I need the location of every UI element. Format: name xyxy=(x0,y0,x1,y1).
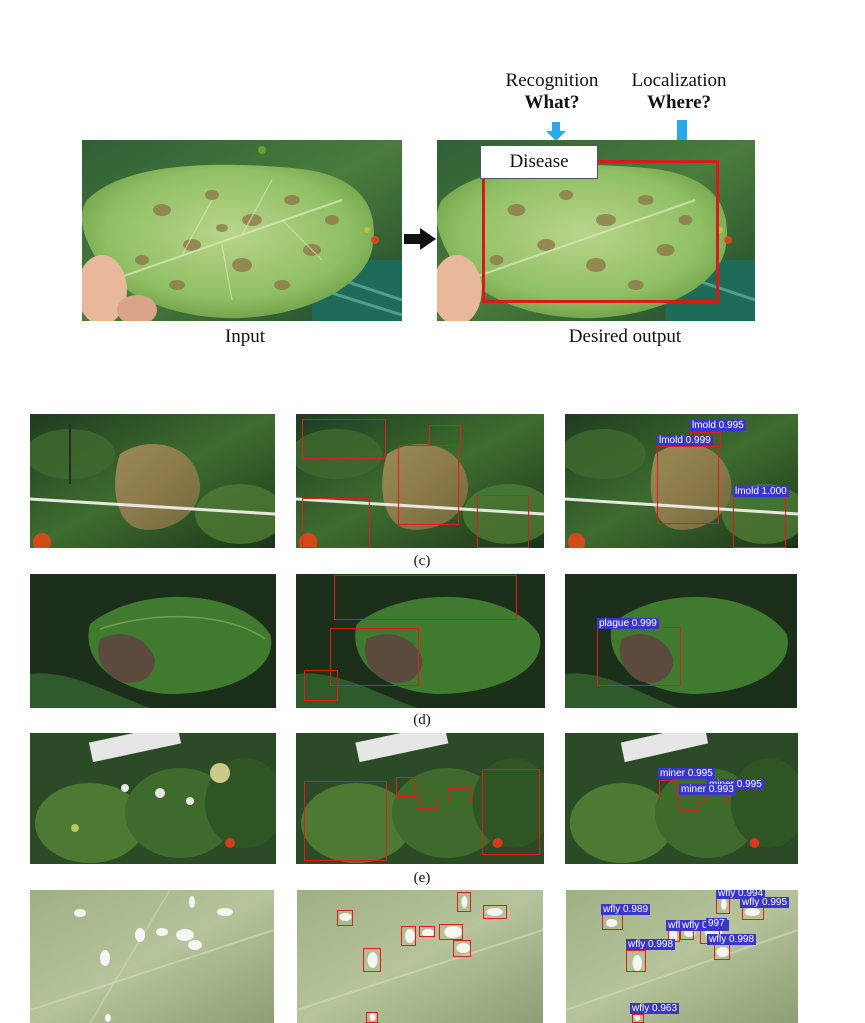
proposal-box xyxy=(401,926,416,946)
localization-question: Where? xyxy=(646,92,712,113)
row-f-proposal-photo xyxy=(297,890,543,1023)
detection-label: wfly 0.998 xyxy=(626,939,676,950)
detection-box xyxy=(626,950,646,972)
desired-bounding-box xyxy=(482,160,719,303)
arrow-right-icon xyxy=(404,228,436,250)
detection-label: lmold 0.999 xyxy=(657,435,713,446)
detection-label: lmold 0.995 xyxy=(690,420,746,431)
detection-box xyxy=(733,497,786,548)
row-c-proposal-photo xyxy=(296,414,544,548)
detection-box xyxy=(597,627,681,686)
proposal-box xyxy=(453,940,471,957)
proposal-box xyxy=(337,910,353,926)
detection-label: wfly 0.998 xyxy=(707,934,757,945)
proposal-box xyxy=(302,498,370,548)
output-caption: Desired output xyxy=(568,326,682,347)
detection-label: lmold 1.000 xyxy=(733,486,789,497)
recognition-question: What? xyxy=(524,92,580,113)
disease-label: Disease xyxy=(480,145,598,179)
detection-label: wfly 0.994 xyxy=(716,890,766,899)
proposal-box xyxy=(398,445,459,525)
proposal-box xyxy=(429,425,461,446)
row-d-caption: (d) xyxy=(413,712,431,728)
proposal-box xyxy=(477,495,529,548)
proposal-box xyxy=(483,905,507,919)
proposal-box xyxy=(418,793,438,809)
detection-label: wfly 0.995 xyxy=(740,897,790,908)
proposal-box xyxy=(448,788,471,804)
proposal-box xyxy=(363,948,381,972)
recognition-arrow-icon xyxy=(546,122,566,141)
row-e-detection-photo: miner 0.995 miner 0.995 miner 0.993 xyxy=(565,733,798,864)
detection-box xyxy=(632,1014,644,1023)
row-c-caption: (c) xyxy=(413,553,431,569)
proposal-box xyxy=(302,419,386,459)
detection-label: wfly xyxy=(666,920,688,931)
recognition-title: Recognition xyxy=(505,70,599,91)
row-f-detection-photo: wfly 0.994 wfly 0.989 wfly 0.995 wfly wf… xyxy=(566,890,798,1023)
proposal-box xyxy=(457,892,471,912)
proposal-box xyxy=(304,670,338,701)
detection-box xyxy=(659,780,677,798)
row-c-detection-photo: lmold 0.995 lmold 0.999 lmold 1.000 xyxy=(565,414,798,548)
detection-label: wfly 0.989 xyxy=(601,904,651,915)
detection-label: 997 xyxy=(706,918,727,929)
input-photo xyxy=(82,140,402,321)
proposal-box xyxy=(304,781,387,861)
detection-box xyxy=(657,446,719,524)
detection-label: wfly 0.943 xyxy=(680,920,730,931)
detection-label: miner 0.995 xyxy=(658,768,715,779)
localization-title: Localization xyxy=(631,70,727,91)
detection-box xyxy=(680,930,694,940)
output-photo xyxy=(437,140,755,321)
page-header-line xyxy=(0,0,865,6)
row-d-input-photo xyxy=(30,574,276,708)
localization-heading: Localization Where? xyxy=(620,70,738,114)
proposal-box xyxy=(334,575,517,620)
row-d-proposal-photo xyxy=(296,574,545,708)
proposal-box xyxy=(482,769,540,855)
detection-box xyxy=(714,944,730,960)
detection-box xyxy=(679,795,699,811)
detection-box xyxy=(716,898,730,914)
proposal-box xyxy=(439,924,463,940)
detection-label: wfly 0.963 xyxy=(630,1003,680,1014)
detection-box xyxy=(602,914,623,930)
detection-label: miner 0.993 xyxy=(679,784,736,795)
detection-label: plague 0.999 xyxy=(597,618,659,629)
row-e-input-photo xyxy=(30,733,276,864)
proposal-box xyxy=(366,1012,378,1023)
proposal-box xyxy=(330,628,419,686)
input-caption: Input xyxy=(224,326,266,347)
row-c-input-photo xyxy=(30,414,275,548)
row-f-input-photo xyxy=(30,890,274,1023)
row-e-proposal-photo xyxy=(296,733,544,864)
row-d-detection-photo: plague 0.999 xyxy=(565,574,797,708)
row-e-caption: (e) xyxy=(413,870,431,886)
recognition-heading: Recognition What? xyxy=(492,70,612,114)
proposal-box xyxy=(396,777,415,797)
proposal-box xyxy=(419,926,435,937)
